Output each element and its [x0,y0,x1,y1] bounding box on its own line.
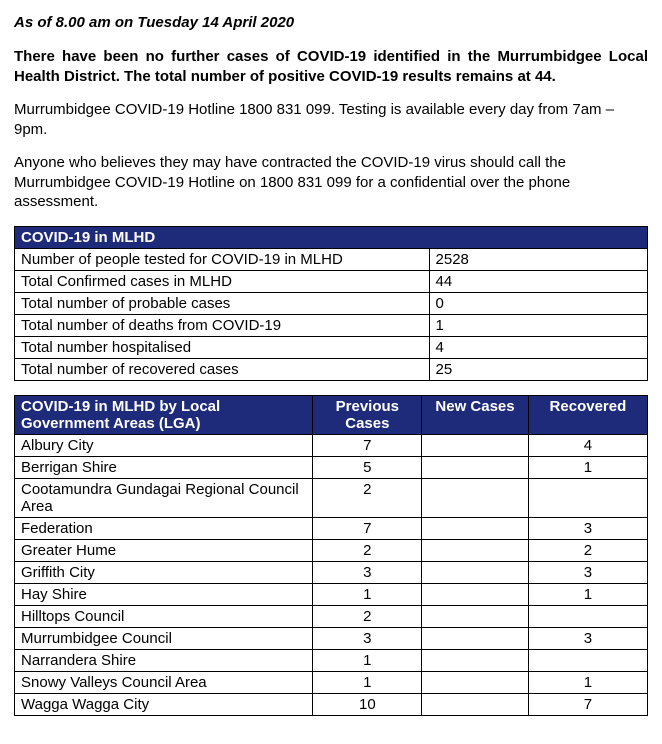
lga-rec: 4 [528,434,647,456]
lga-name: Griffith City [15,561,313,583]
table-row: Federation7 3 [15,517,648,539]
lga-name: Berrigan Shire [15,456,313,478]
table-row: Total number of recovered cases25 [15,358,648,380]
lga-rec [528,649,647,671]
summary-row-value: 44 [429,270,647,292]
lga-rec: 3 [528,517,647,539]
timestamp: As of 8.00 am on Tuesday 14 April 2020 [14,14,648,31]
lga-prev: 2 [313,539,422,561]
lga-rec: 7 [528,693,647,715]
table-row: Snowy Valleys Council Area11 [15,671,648,693]
headline: There have been no further cases of COVI… [14,47,648,86]
lga-prev: 5 [313,456,422,478]
lga-prev: 3 [313,561,422,583]
table-row: Griffith City33 [15,561,648,583]
lga-name: Hilltops Council [15,605,313,627]
summary-row-label: Total number hospitalised [15,336,430,358]
table-row: Cootamundra Gundagai Regional Council Ar… [15,478,648,517]
lga-new [422,456,529,478]
lga-new [422,671,529,693]
lga-new [422,434,529,456]
lga-new [422,693,529,715]
lga-new [422,561,529,583]
table-row: Narrandera Shire1 [15,649,648,671]
lga-header-lga: COVID-19 in MLHD by Local Government Are… [15,395,313,434]
advice-info: Anyone who believes they may have contra… [14,153,648,212]
lga-prev: 10 [313,693,422,715]
lga-rec: 1 [528,456,647,478]
lga-header-new: New Cases [422,395,529,434]
lga-prev: 2 [313,605,422,627]
table-row: Greater Hume22 [15,539,648,561]
lga-prev: 3 [313,627,422,649]
lga-header-prev: Previous Cases [313,395,422,434]
lga-new [422,649,529,671]
summary-table-header: COVID-19 in MLHD [15,226,648,248]
lga-rec [528,478,647,517]
lga-rec: 3 [528,627,647,649]
lga-prev: 1 [313,671,422,693]
summary-row-value: 0 [429,292,647,314]
lga-new [422,605,529,627]
table-row: Hay Shire11 [15,583,648,605]
lga-name: Narrandera Shire [15,649,313,671]
lga-new [422,627,529,649]
table-row: Number of people tested for COVID-19 in … [15,248,648,270]
summary-row-label: Total number of recovered cases [15,358,430,380]
lga-new [422,478,529,517]
lga-name: Wagga Wagga City [15,693,313,715]
lga-new [422,539,529,561]
lga-name: Hay Shire [15,583,313,605]
table-row: Total Confirmed cases in MLHD44 [15,270,648,292]
lga-header-rec: Recovered [528,395,647,434]
lga-prev: 1 [313,583,422,605]
lga-name: Cootamundra Gundagai Regional Council Ar… [15,478,313,517]
summary-row-value: 4 [429,336,647,358]
table-row: Total number hospitalised4 [15,336,648,358]
table-row: Total number of probable cases0 [15,292,648,314]
table-row: Murrumbidgee Council33 [15,627,648,649]
lga-prev: 1 [313,649,422,671]
summary-row-value: 1 [429,314,647,336]
lga-rec: 2 [528,539,647,561]
summary-row-label: Number of people tested for COVID-19 in … [15,248,430,270]
lga-name: Snowy Valleys Council Area [15,671,313,693]
table-row: Hilltops Council2 [15,605,648,627]
table-row: Albury City7 4 [15,434,648,456]
lga-table: COVID-19 in MLHD by Local Government Are… [14,395,648,716]
lga-name: Albury City [15,434,313,456]
lga-name: Federation [15,517,313,539]
lga-rec: 1 [528,671,647,693]
hotline-info: Murrumbidgee COVID-19 Hotline 1800 831 0… [14,100,648,139]
lga-prev: 7 [313,434,422,456]
summary-row-label: Total Confirmed cases in MLHD [15,270,430,292]
summary-row-label: Total number of probable cases [15,292,430,314]
lga-rec: 3 [528,561,647,583]
lga-rec: 1 [528,583,647,605]
table-row: Total number of deaths from COVID-191 [15,314,648,336]
table-row: Berrigan Shire5 1 [15,456,648,478]
lga-rec [528,605,647,627]
lga-name: Murrumbidgee Council [15,627,313,649]
lga-new [422,583,529,605]
lga-name: Greater Hume [15,539,313,561]
summary-row-value: 25 [429,358,647,380]
summary-row-value: 2528 [429,248,647,270]
lga-new [422,517,529,539]
table-row: Wagga Wagga City10 7 [15,693,648,715]
lga-prev: 7 [313,517,422,539]
lga-prev: 2 [313,478,422,517]
summary-table: COVID-19 in MLHD Number of people tested… [14,226,648,381]
summary-row-label: Total number of deaths from COVID-19 [15,314,430,336]
